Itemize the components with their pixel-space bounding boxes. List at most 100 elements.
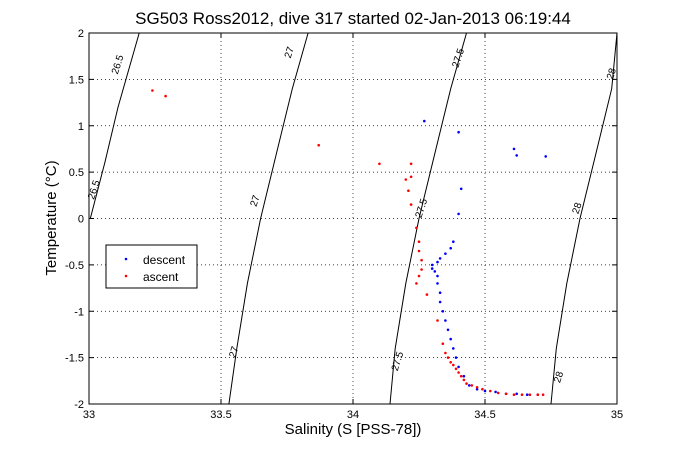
- data-point-ascent: [536, 393, 540, 397]
- data-point-descent: [452, 240, 455, 243]
- y-tick-label: 1: [78, 121, 84, 133]
- data-point-ascent: [481, 387, 484, 391]
- data-point-ascent: [404, 178, 408, 181]
- x-axis-label: Salinity (S [PSS-78]): [285, 421, 422, 438]
- y-axis-label: Temperature (°C): [43, 160, 60, 275]
- data-point-descent: [525, 393, 529, 397]
- data-point-descent: [423, 119, 426, 123]
- data-point-descent: [483, 389, 487, 393]
- data-point-descent: [433, 270, 437, 273]
- data-point-ascent: [436, 319, 439, 322]
- data-point-ascent: [420, 268, 423, 271]
- x-tick-label: 35: [611, 409, 623, 421]
- data-point-ascent: [317, 143, 321, 147]
- contour-label: 28: [571, 201, 585, 215]
- x-tick-label: 33: [83, 409, 95, 421]
- data-point-descent: [446, 328, 450, 332]
- data-point-ascent: [512, 393, 516, 397]
- data-point-ascent: [504, 392, 508, 396]
- data-point-ascent: [441, 342, 445, 346]
- y-tick-label: 1.5: [69, 74, 84, 86]
- data-point-ascent: [425, 293, 429, 296]
- legend-box: [105, 244, 198, 289]
- data-point-ascent: [415, 282, 418, 285]
- legend-marker-ascent: [124, 274, 128, 278]
- data-point-ascent: [470, 384, 474, 387]
- contour-line-27-5: [389, 32, 467, 405]
- data-point-descent: [494, 390, 497, 394]
- data-point-descent: [459, 187, 463, 191]
- data-point-ascent: [465, 382, 468, 385]
- y-tick-label: 0.5: [69, 167, 84, 179]
- data-point-ascent: [407, 189, 410, 192]
- data-point-ascent: [409, 203, 413, 206]
- data-point-descent: [436, 282, 439, 285]
- contour-line-27: [228, 32, 309, 405]
- data-point-ascent: [462, 378, 466, 382]
- contour-label: 27: [249, 194, 263, 208]
- data-point-descent: [454, 356, 458, 359]
- contour-label: 27: [283, 45, 297, 59]
- contour-line-26-5: [89, 32, 140, 219]
- y-tick-label: -1: [74, 306, 84, 318]
- legend: descent ascent: [105, 244, 198, 289]
- data-point-ascent: [417, 274, 421, 278]
- data-point-descent: [430, 267, 434, 270]
- data-point-ascent: [449, 361, 453, 364]
- axis-ticks: 33 33.5 34 34.5 35 -2 -1.5 -1 -0.5 0 0.5 1 1.5 2: [65, 28, 623, 421]
- legend-marker-descent: [124, 257, 128, 261]
- data-point-descent: [457, 365, 460, 369]
- data-point-descent: [457, 130, 460, 134]
- data-point-ascent: [489, 389, 492, 393]
- chart-title: SG503 Ross2012, dive 317 started 02-Jan-…: [135, 9, 571, 28]
- data-point-ascent: [409, 175, 413, 179]
- data-point-descent: [457, 212, 460, 216]
- data-point-descent: [436, 274, 439, 278]
- data-point-descent: [441, 310, 445, 313]
- data-point-descent: [515, 392, 518, 396]
- data-point-ascent: [457, 371, 460, 374]
- data-point-ascent: [459, 374, 463, 378]
- data-point-ascent: [541, 393, 545, 397]
- legend-label-descent: descent: [143, 253, 186, 267]
- data-point-descent: [438, 257, 442, 260]
- data-point-descent: [515, 154, 518, 157]
- data-point-descent: [430, 263, 434, 267]
- data-point-ascent: [417, 249, 421, 253]
- data-point-descent: [467, 384, 471, 387]
- y-tick-label: -2: [74, 399, 84, 411]
- data-points: [151, 89, 547, 397]
- data-point-ascent: [415, 226, 418, 230]
- data-point-ascent: [151, 89, 154, 92]
- data-point-descent: [438, 291, 442, 295]
- grid-lines: [89, 33, 617, 404]
- data-point-ascent: [496, 391, 500, 395]
- data-point-descent: [544, 155, 547, 158]
- y-tick-label: 0: [78, 214, 84, 226]
- data-point-descent: [449, 246, 453, 250]
- data-point-ascent: [454, 367, 458, 371]
- contour-label: 27: [227, 345, 241, 359]
- data-point-descent: [449, 337, 453, 341]
- contour-line-28: [550, 32, 618, 405]
- data-point-ascent: [420, 258, 423, 262]
- x-tick-label: 34: [347, 409, 359, 421]
- data-point-ascent: [446, 356, 450, 359]
- contour-label: 28: [552, 370, 566, 384]
- data-point-ascent: [452, 363, 455, 367]
- data-point-ascent: [528, 393, 532, 397]
- data-point-descent: [444, 319, 447, 322]
- data-point-descent: [475, 387, 479, 391]
- y-tick-label: -1.5: [65, 353, 84, 365]
- data-point-ascent: [417, 240, 421, 243]
- data-point-descent: [438, 300, 442, 304]
- y-tick-label: 2: [78, 28, 84, 40]
- y-tick-label: -0.5: [65, 260, 84, 272]
- legend-label-ascent: ascent: [143, 270, 179, 284]
- data-point-ascent: [520, 393, 524, 397]
- data-point-ascent: [164, 94, 167, 98]
- data-point-descent: [462, 374, 466, 378]
